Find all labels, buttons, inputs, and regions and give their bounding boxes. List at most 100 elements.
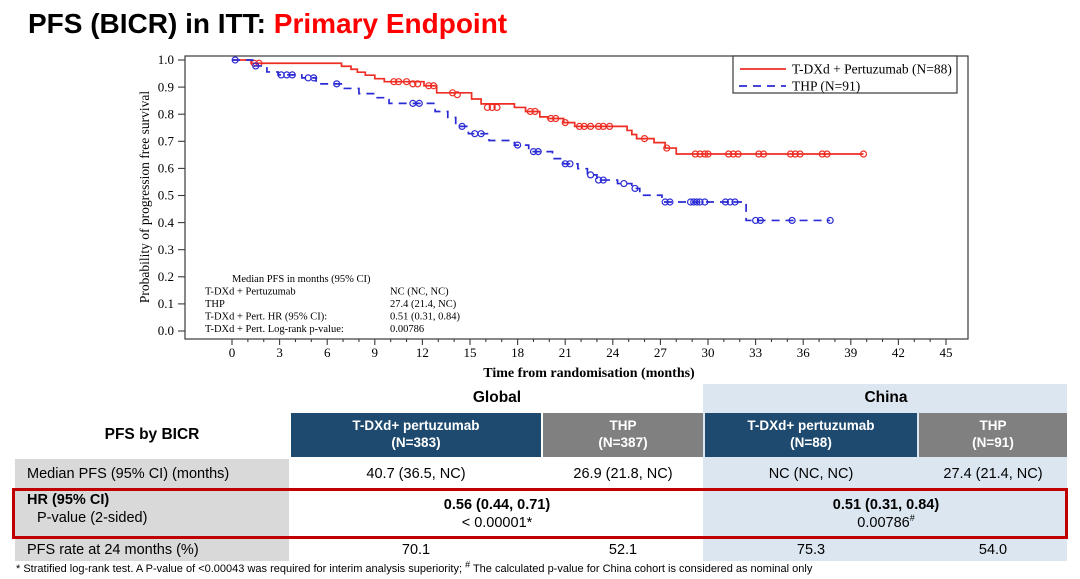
censor-mark-tdxd	[488, 103, 496, 112]
censor-mark-thp	[696, 198, 704, 206]
hr-china-value: 0.51 (0.31, 0.84)	[832, 496, 940, 513]
group-header-global: Global	[472, 388, 522, 406]
annotation-label: T-DXd + Pert. HR (95% CI):	[205, 312, 327, 323]
censor-mark-thp	[310, 74, 318, 82]
annotation-value: 0.51 (0.31, 0.84)	[390, 312, 460, 323]
group-header-china: China	[864, 388, 908, 406]
col-header-label: THP	[609, 418, 637, 434]
censor-mark-tdxd	[526, 107, 534, 116]
x-axis-ticks: 0 3 6 9 12 15 18 21 24 27 30 33 36 39 42 45	[229, 339, 953, 360]
y-tick-label: 0.1	[158, 296, 174, 311]
hr-global-value: 0.56 (0.44, 0.71)	[443, 496, 551, 513]
censor-mark-thp	[513, 141, 522, 149]
hr-label: HR (95% CI)	[27, 492, 110, 508]
y-tick-label: 0.8	[158, 106, 174, 121]
y-tick-label: 0.0	[158, 323, 174, 338]
censor-mark-thp	[726, 198, 734, 206]
page-title-main: PFS (BICR) in ITT:	[28, 8, 274, 39]
col-header-china-tdxd: T-DXd+ pertuzumab (N=88)	[705, 413, 917, 457]
censor-mark-thp	[333, 80, 341, 88]
footnote: * Stratified log-rank test. A P-value of…	[16, 560, 812, 575]
annotation-value: NC (NC, NC)	[390, 287, 449, 298]
x-tick-label: 3	[276, 345, 283, 360]
median-pfs-annotation: Median PFS in months (95% CI) T-DXd + Pe…	[205, 274, 460, 335]
col-header-label: T-DXd+ pertuzumab	[747, 418, 875, 434]
col-header-n: (N=383)	[391, 435, 441, 450]
pvalue-china-sup: #	[909, 513, 915, 524]
annotation-value: 27.4 (21.4, NC)	[390, 299, 457, 310]
y-tick-label: 0.3	[158, 242, 174, 257]
censor-mark-tdxd	[395, 78, 403, 86]
col-header-global-thp: THP (N=387)	[543, 413, 703, 457]
median-china-tdxd: NC (NC, NC)	[768, 465, 854, 482]
x-tick-label: 12	[416, 345, 429, 360]
annotation-value: 0.00786	[390, 324, 424, 335]
km-curves	[231, 56, 868, 225]
censor-mark-tdxd	[755, 150, 763, 158]
censor-mark-tdxd	[818, 150, 826, 158]
censor-mark-tdxd	[483, 103, 492, 112]
x-tick-label: 21	[559, 345, 572, 360]
censor-mark-tdxd	[493, 103, 501, 112]
censor-mark-thp	[231, 56, 239, 64]
table-corner-label: PFS by BICR	[104, 426, 200, 444]
median-global-thp: 26.9 (21.8, NC)	[573, 465, 673, 482]
y-tick-label: 1.0	[158, 52, 174, 67]
median-china-thp: 27.4 (21.4, NC)	[943, 465, 1043, 482]
censor-mark-tdxd	[701, 150, 709, 158]
censor-mark-tdxd	[704, 150, 712, 158]
plot-frame	[184, 55, 969, 340]
col-header-n: (N=88)	[790, 435, 832, 450]
censor-mark-tdxd	[594, 122, 603, 130]
censor-mark-tdxd	[561, 119, 569, 127]
hr-global: 0.56 (0.44, 0.71) < 0.00001*	[291, 491, 703, 537]
x-tick-label: 15	[464, 345, 477, 360]
col-header-label: T-DXd+ pertuzumab	[352, 418, 480, 434]
censor-mark-thp	[477, 130, 485, 138]
x-tick-label: 42	[892, 345, 905, 360]
footnote-hash-sup: #	[465, 559, 471, 570]
censor-mark-thp	[599, 176, 607, 184]
pvalue-china-number: 0.00786	[857, 515, 910, 531]
y-axis-ticks: 0.0 0.1 0.2 0.3 0.4 0.5 0.6 0.7 0.8 0.9 1.0	[158, 52, 185, 338]
censor-mark-thp	[788, 216, 796, 225]
x-axis-title: Time from randomisation (months)	[483, 366, 695, 381]
y-tick-label: 0.6	[158, 161, 175, 176]
x-tick-label: 9	[372, 345, 379, 360]
censor-mark-tdxd	[734, 150, 742, 158]
censor-mark-thp	[415, 99, 423, 107]
censor-mark-thp	[561, 160, 569, 168]
col-header-china-thp: THP (N=91)	[919, 413, 1067, 457]
censor-mark-thp	[252, 62, 260, 70]
censor-mark-tdxd	[759, 150, 768, 158]
censor-mark-thp	[620, 179, 628, 188]
censor-mark-thp	[534, 147, 542, 156]
median-global-tdxd: 40.7 (36.5, NC)	[366, 465, 466, 482]
col-header-label: THP	[979, 418, 1007, 434]
x-tick-label: 36	[797, 345, 811, 360]
annotation-label: T-DXd + Pert. Log-rank p-value:	[205, 324, 344, 335]
x-tick-label: 18	[511, 345, 524, 360]
censor-mark-thp	[661, 198, 669, 206]
page-title: PFS (BICR) in ITT: Primary Endpoint	[28, 8, 507, 40]
censor-mark-tdxd	[552, 114, 560, 123]
x-tick-label: 45	[940, 345, 953, 360]
hr-china: 0.51 (0.31, 0.84) 0.00786#	[705, 491, 1067, 537]
censor-mark-tdxd	[640, 134, 649, 143]
annotation-label: THP	[205, 299, 225, 310]
censor-mark-tdxd	[729, 150, 737, 158]
censor-mark-tdxd	[606, 122, 614, 130]
x-tick-label: 24	[606, 345, 620, 360]
censor-mark-thp	[721, 198, 730, 206]
legend-label-thp: THP (N=91)	[792, 79, 860, 94]
row-label-median-pfs: Median PFS (95% CI) (months)	[15, 459, 289, 489]
censor-mark-tdxd	[409, 80, 417, 88]
x-tick-label: 0	[229, 345, 236, 360]
censor-mark-thp	[529, 147, 538, 156]
x-tick-label: 33	[749, 345, 762, 360]
censor-mark-tdxd	[453, 91, 461, 99]
km-curve-thp	[232, 59, 831, 222]
censor-mark-tdxd	[725, 150, 733, 158]
censor-mark-tdxd	[791, 150, 799, 158]
row-label-hr-pvalue: HR (95% CI) P-value (2-sided)	[15, 491, 289, 537]
